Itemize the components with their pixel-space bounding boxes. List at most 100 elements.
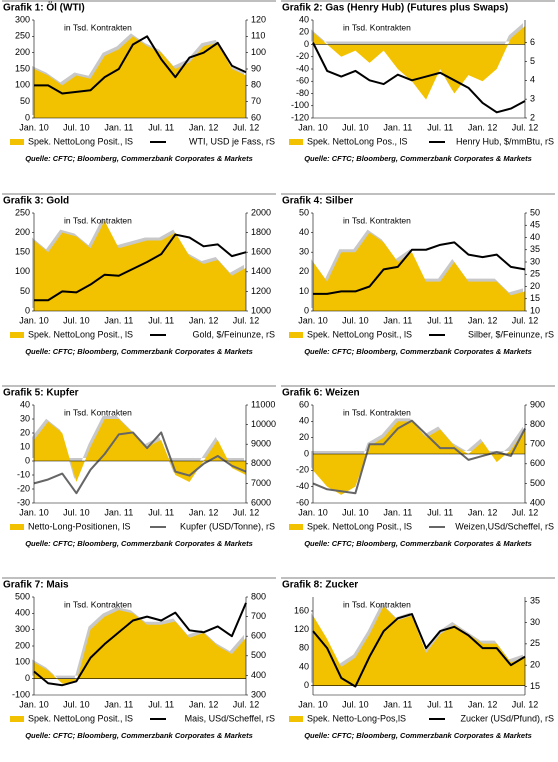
y-tick-label: 30 xyxy=(20,413,30,423)
x-tick-label: Jul. 11 xyxy=(427,507,453,517)
area xyxy=(34,419,246,482)
x-tick-label: Jul. 11 xyxy=(427,315,453,325)
y-tick-label: 300 xyxy=(15,14,30,24)
y2-tick-label: 60 xyxy=(251,112,261,122)
x-tick-label: Jan. 11 xyxy=(383,315,412,325)
line xyxy=(312,613,526,688)
y2-tick-label: 80 xyxy=(251,80,261,90)
y2-tick-label: 10 xyxy=(530,305,540,315)
y-tick-label: 0 xyxy=(25,112,30,122)
y2-tick-label: 800 xyxy=(530,419,545,429)
x-tick-label: Jul. 12 xyxy=(233,315,260,325)
legend-label: Spek. NettoLong Posit., lS xyxy=(28,136,133,146)
y-tick-label: 150 xyxy=(15,247,30,257)
x-tick-label: Jul. 11 xyxy=(148,122,174,132)
x-tick-label: Jan. 11 xyxy=(104,507,133,517)
y-tick-label: -60 xyxy=(296,76,309,86)
y-tick-label: 160 xyxy=(294,605,309,615)
legend-label: Gold, $/Feinunze, rS xyxy=(192,329,275,339)
y-tick-label: 40 xyxy=(299,14,309,24)
source-note: Quelle: CFTC; Bloomberg, Commerzbank Cor… xyxy=(25,539,253,548)
y2-tick-label: 900 xyxy=(530,399,545,409)
line xyxy=(313,241,526,295)
y-tick-label: 0 xyxy=(304,448,309,458)
annotation: in Tsd. Kontrakten xyxy=(64,215,132,225)
annotation: in Tsd. Kontrakten xyxy=(64,407,132,417)
y2-tick-label: 1600 xyxy=(251,247,271,257)
y2-tick-label: 120 xyxy=(251,14,266,24)
y-tick-label: 400 xyxy=(15,608,30,618)
legend-label: Kupfer (USD/Tonne), rS xyxy=(180,521,275,531)
y-tick-label: 150 xyxy=(15,63,30,73)
y2-tick-label: 700 xyxy=(251,611,266,621)
x-tick-label: Jul. 10 xyxy=(342,507,369,517)
x-tick-label: Jul. 10 xyxy=(342,315,369,325)
x-tick-label: Jul. 12 xyxy=(512,699,539,709)
area xyxy=(313,421,525,495)
annotation: in Tsd. Kontrakten xyxy=(343,599,411,609)
source-note: Quelle: CFTC; Bloomberg, Commerzbank Cor… xyxy=(25,731,253,740)
annotation: in Tsd. Kontrakten xyxy=(343,215,411,225)
y-tick-label: 20 xyxy=(299,27,309,37)
x-tick-label: Jan. 11 xyxy=(383,699,412,709)
y2-tick-label: 35 xyxy=(530,596,540,606)
y2-tick-label: 100 xyxy=(251,47,266,57)
chart-title: Grafik 8: Zucker xyxy=(282,580,358,591)
x-tick-label: Jul. 12 xyxy=(512,122,539,132)
x-tick-label: Jul. 11 xyxy=(148,507,174,517)
chart-title: Grafik 4: Silber xyxy=(282,196,353,207)
x-tick-label: Jul. 11 xyxy=(148,699,174,709)
y-tick-label: 40 xyxy=(299,661,309,671)
y-tick-label: 20 xyxy=(299,432,309,442)
source-note: Quelle: CFTC; Bloomberg, Commerzbank Cor… xyxy=(25,154,253,163)
y-tick-label: 100 xyxy=(15,657,30,667)
y2-tick-label: 15 xyxy=(530,681,540,691)
y2-tick-label: 30 xyxy=(530,256,540,266)
line xyxy=(34,233,247,302)
y2-tick-label: 6 xyxy=(530,37,535,47)
x-tick-label: Jul. 10 xyxy=(63,122,90,132)
legend-swatch xyxy=(10,139,24,145)
x-tick-label: Jan. 12 xyxy=(468,315,498,325)
y2-tick-label: 400 xyxy=(530,497,545,507)
y-tick-label: 20 xyxy=(20,427,30,437)
x-tick-label: Jan. 10 xyxy=(298,699,328,709)
y-tick-label: 0 xyxy=(304,680,309,690)
x-tick-label: Jan. 12 xyxy=(468,699,498,709)
y-tick-label: 200 xyxy=(15,227,30,237)
x-tick-label: Jan. 10 xyxy=(298,315,328,325)
y-tick-label: -60 xyxy=(296,497,309,507)
y2-tick-label: 500 xyxy=(251,650,266,660)
legend-label: Spek. NettoLong Pos., lS xyxy=(307,136,408,146)
y-tick-label: 0 xyxy=(304,305,309,315)
annotation: in Tsd. Kontrakten xyxy=(64,22,132,32)
source-note: Quelle: CFTC; Bloomberg, Commerzbank Cor… xyxy=(304,731,532,740)
y2-tick-label: 700 xyxy=(530,439,545,449)
y2-tick-label: 20 xyxy=(530,660,540,670)
x-tick-label: Jul. 11 xyxy=(427,699,453,709)
legend-swatch xyxy=(289,332,303,338)
y-tick-label: -10 xyxy=(17,469,30,479)
y-tick-label: 200 xyxy=(15,47,30,57)
y-tick-label: -100 xyxy=(291,100,309,110)
annotation: in Tsd. Kontrakten xyxy=(343,22,411,32)
x-tick-label: Jan. 11 xyxy=(383,507,412,517)
chart-title: Grafik 3: Gold xyxy=(3,196,69,207)
x-tick-label: Jan. 10 xyxy=(298,507,328,517)
legend-label: Mais, USd/Scheffel, rS xyxy=(185,713,275,723)
y-tick-label: 40 xyxy=(20,399,30,409)
source-note: Quelle: CFTC; Bloomberg, Commerzbank Cor… xyxy=(25,347,253,356)
y-tick-label: 20 xyxy=(299,266,309,276)
x-tick-label: Jul. 11 xyxy=(427,122,453,132)
y-tick-label: -100 xyxy=(12,689,30,699)
x-tick-label: Jan. 12 xyxy=(189,315,219,325)
x-tick-label: Jul. 10 xyxy=(63,315,90,325)
y2-tick-label: 25 xyxy=(530,269,540,279)
legend-swatch xyxy=(10,524,24,530)
y-tick-label: -120 xyxy=(291,112,309,122)
y2-tick-label: 20 xyxy=(530,281,540,291)
x-tick-label: Jul. 12 xyxy=(512,507,539,517)
x-tick-label: Jan. 12 xyxy=(189,122,219,132)
y2-tick-label: 2000 xyxy=(251,207,271,217)
